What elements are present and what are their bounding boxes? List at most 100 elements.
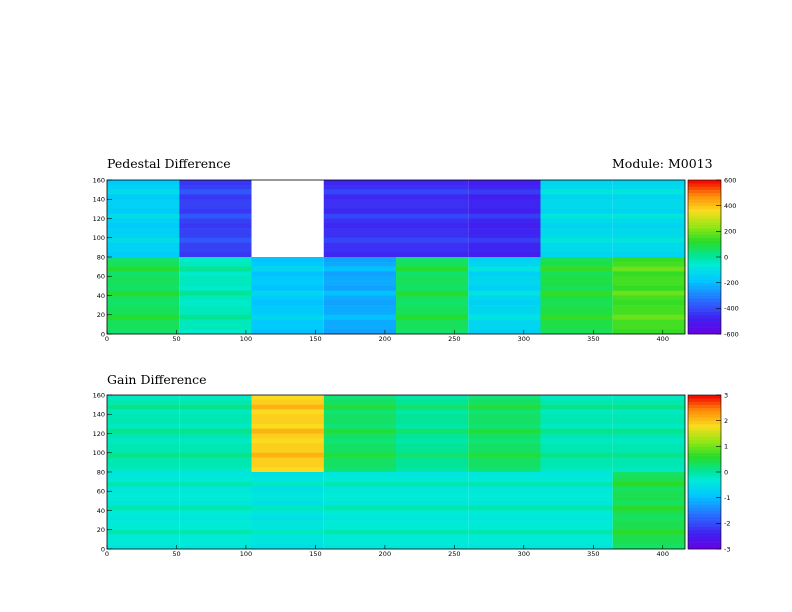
heatmap-cell	[323, 438, 396, 444]
colorbar-band	[688, 189, 721, 194]
heatmap-cell	[179, 314, 252, 320]
heatmap-cell	[323, 223, 396, 229]
x-tick-label: 50	[172, 550, 180, 558]
colorbar-band	[688, 520, 721, 524]
heatmap-cell	[107, 228, 180, 234]
heatmap-cell	[323, 505, 396, 511]
heatmap-cell	[107, 510, 180, 516]
x-tick-label: 150	[309, 335, 321, 343]
x-tick-label: 350	[587, 550, 599, 558]
colorbar-band	[688, 414, 721, 418]
module-label: Module: M0013	[612, 156, 713, 171]
heatmap-cell	[107, 486, 180, 492]
y-tick-label: 20	[97, 526, 105, 534]
colorbar-band	[688, 279, 721, 283]
colorbar-band	[688, 500, 721, 505]
colorbar-band	[688, 427, 721, 431]
heatmap-cell	[396, 443, 469, 449]
heatmap-cell	[396, 208, 469, 214]
heatmap-cell	[468, 510, 541, 516]
heatmap-cell	[396, 300, 469, 306]
heatmap-cell	[396, 266, 469, 272]
heatmap-cell	[612, 276, 685, 282]
heatmap-cell	[107, 295, 180, 301]
y-tick-label: 140	[93, 411, 105, 419]
heatmap-cell	[468, 281, 541, 287]
heatmap-cell	[540, 520, 613, 526]
heatmap-cell	[396, 295, 469, 301]
colorbar-band	[688, 260, 721, 264]
heatmap-cell	[396, 247, 469, 253]
heatmap-cell	[396, 309, 469, 316]
heatmap-cell	[396, 438, 469, 444]
colorbar-band	[688, 529, 721, 534]
colorbar-band	[688, 218, 721, 223]
heatmap-cell	[396, 252, 469, 258]
colorbar-band	[688, 180, 721, 184]
heatmap-cell	[540, 319, 613, 325]
heatmap-cell	[107, 476, 180, 482]
heatmap-cell	[540, 438, 613, 444]
heatmap-cell	[468, 232, 541, 239]
colorbar-band	[688, 266, 721, 271]
x-tick-label: 250	[448, 335, 460, 343]
heatmap-cell	[612, 544, 685, 550]
heatmap-cell	[540, 314, 613, 320]
heatmap-cell	[251, 433, 324, 439]
colorbar-band	[688, 321, 721, 325]
heatmap-cell	[396, 228, 469, 234]
heatmap-cell	[179, 305, 252, 311]
heatmap-cell	[323, 184, 396, 190]
colorbar-band	[688, 468, 721, 473]
heatmap-cell	[468, 184, 541, 190]
heatmap-cell	[612, 467, 685, 473]
heatmap-cell	[323, 295, 396, 301]
heatmap-cell	[468, 305, 541, 311]
heatmap-cell	[396, 237, 469, 243]
colorbar-band	[688, 449, 721, 454]
heatmap-cell	[468, 476, 541, 482]
heatmap-cell	[251, 505, 324, 511]
heatmap-cell	[323, 539, 396, 545]
heatmap-cell	[396, 194, 469, 200]
heatmap-cell	[179, 218, 252, 224]
heatmap-cell	[612, 433, 685, 439]
heatmap-cell	[323, 544, 396, 550]
heatmap-cell	[540, 223, 613, 229]
colorbar-band	[688, 314, 721, 319]
colorbar-tick-label: -2	[724, 520, 730, 528]
heatmap-cell	[540, 404, 613, 410]
heatmap-cell	[251, 472, 324, 478]
heatmap-cell	[612, 414, 685, 420]
x-tick-label: 300	[518, 550, 530, 558]
heatmap-cell	[323, 232, 396, 239]
heatmap-cell	[468, 309, 541, 316]
heatmap-cell	[251, 529, 324, 535]
heatmap-cell	[179, 500, 252, 506]
heatmap-cell	[612, 529, 685, 535]
colorbar-band	[688, 311, 721, 316]
pedestal-title: Pedestal Difference	[107, 156, 231, 171]
heatmap-cell	[612, 510, 685, 516]
heatmap-cell	[468, 539, 541, 545]
heatmap-cell	[612, 247, 685, 253]
x-tick-label: 100	[240, 335, 252, 343]
heatmap-cell	[612, 452, 685, 458]
heatmap-cell	[251, 534, 324, 540]
x-tick-label: 400	[657, 335, 669, 343]
heatmap-cell	[612, 496, 685, 502]
heatmap-cell	[540, 261, 613, 267]
heatmap-cell	[396, 505, 469, 511]
heatmap-cell	[612, 237, 685, 243]
heatmap-cell	[179, 242, 252, 248]
heatmap-cell	[540, 500, 613, 506]
heatmap-cell	[612, 500, 685, 506]
heatmap-cell	[107, 300, 180, 306]
heatmap-cell	[323, 472, 396, 478]
heatmap-cell	[323, 319, 396, 325]
heatmap-cell	[540, 184, 613, 190]
heatmap-cell	[107, 319, 180, 325]
heatmap-cell	[540, 515, 613, 521]
heatmap-cell	[396, 486, 469, 492]
heatmap-cell	[323, 329, 396, 335]
